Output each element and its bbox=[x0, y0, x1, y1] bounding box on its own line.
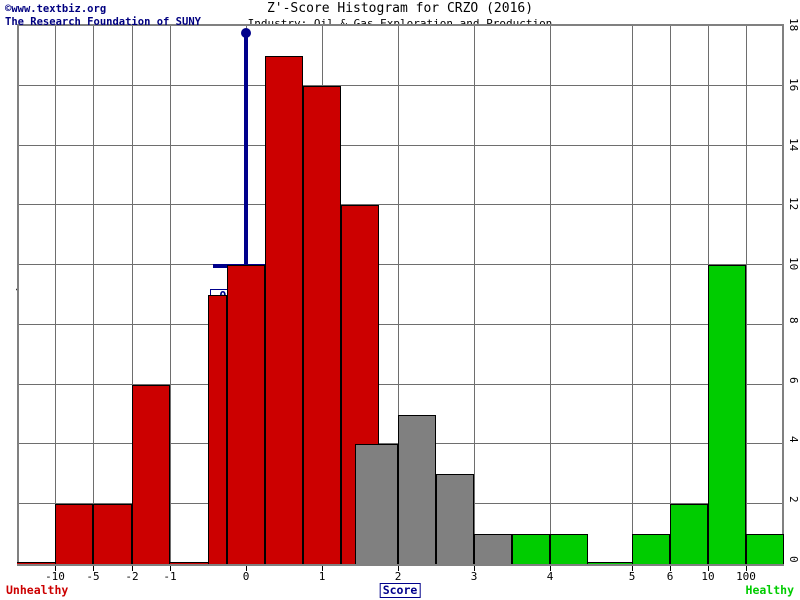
x-axis-tick bbox=[746, 566, 747, 571]
x-axis-tick bbox=[398, 566, 399, 571]
gridline-vertical bbox=[474, 26, 475, 564]
x-axis-tick-label: -2 bbox=[125, 570, 139, 583]
gridline-vertical bbox=[746, 26, 747, 564]
y-axis-tick-label: 4 bbox=[787, 436, 800, 444]
histogram-bar bbox=[632, 534, 670, 564]
x-axis-tick-label: -1 bbox=[163, 570, 177, 583]
gridline-horizontal bbox=[19, 323, 782, 325]
x-axis-tick bbox=[170, 566, 171, 571]
y-axis-tick-label: 8 bbox=[787, 316, 800, 324]
y-axis-tick-label: 12 bbox=[787, 197, 800, 211]
x-axis-tick bbox=[55, 566, 56, 571]
x-axis-tick bbox=[246, 566, 247, 571]
x-axis-tick-label: 0 bbox=[242, 570, 250, 583]
x-axis-tick bbox=[708, 566, 709, 571]
footer-healthy-label: Healthy bbox=[745, 583, 794, 597]
histogram-bar bbox=[132, 384, 170, 564]
histogram-bar bbox=[170, 562, 208, 564]
y-axis-tick-label: 16 bbox=[787, 77, 800, 92]
x-axis-tick bbox=[93, 566, 94, 571]
x-axis-tick-label: 3 bbox=[470, 570, 478, 583]
gridline-vertical bbox=[398, 26, 399, 564]
x-axis-tick bbox=[550, 566, 551, 571]
plot-inner: -0.1545 bbox=[17, 26, 784, 564]
watermark-line-1: ©www.textbiz.org bbox=[5, 3, 107, 15]
footer-unhealthy-label: Unhealthy bbox=[6, 583, 69, 597]
y-axis-tick-label: 14 bbox=[787, 137, 800, 151]
x-axis-tick-label: -10 bbox=[45, 570, 65, 583]
x-axis-tick bbox=[474, 566, 475, 571]
histogram-bar bbox=[355, 444, 398, 564]
histogram-bar bbox=[512, 534, 550, 564]
x-axis-tick bbox=[632, 566, 633, 571]
gridline-vertical bbox=[170, 26, 171, 564]
gridline-vertical bbox=[55, 26, 56, 564]
histogram-bar bbox=[670, 504, 708, 564]
histogram-bar bbox=[746, 534, 784, 564]
footer-score-label: Score bbox=[379, 583, 421, 598]
x-axis-tick-label: 6 bbox=[666, 570, 674, 583]
histogram-bar bbox=[55, 504, 93, 564]
x-axis-tick-label: -5 bbox=[86, 570, 100, 583]
gridline-horizontal bbox=[19, 144, 782, 146]
histogram-bar bbox=[436, 474, 474, 564]
y-axis-tick-label: 0 bbox=[787, 556, 800, 563]
y-axis-tick-label: 6 bbox=[787, 376, 800, 384]
histogram-bar bbox=[474, 534, 512, 564]
histogram-bar bbox=[265, 55, 303, 564]
gridline-horizontal bbox=[19, 264, 782, 266]
gridline-horizontal bbox=[19, 383, 782, 385]
y-axis-tick-label: 10 bbox=[787, 257, 800, 271]
x-axis-tick-label: 2 bbox=[394, 570, 402, 583]
gridline-vertical bbox=[670, 26, 671, 564]
y-axis-tick-label: 2 bbox=[787, 496, 800, 503]
x-axis-tick-label: 4 bbox=[546, 570, 554, 583]
histogram-bar bbox=[93, 504, 132, 564]
histogram-bar bbox=[208, 295, 227, 564]
x-axis-tick bbox=[322, 566, 323, 571]
histogram-bar bbox=[303, 85, 341, 564]
chart-title: Z'-Score Histogram for CRZO (2016) bbox=[266, 1, 534, 16]
x-axis-tick bbox=[670, 566, 671, 571]
histogram-bar bbox=[588, 562, 632, 564]
gridline-vertical bbox=[132, 26, 133, 564]
x-axis-tick-label: 1 bbox=[318, 570, 326, 583]
gridline-vertical bbox=[93, 26, 94, 564]
x-axis-tick bbox=[132, 566, 133, 571]
histogram-bar bbox=[708, 265, 746, 564]
plot-area: -0.1545 bbox=[17, 24, 784, 566]
watermark-line-2: The Research Foundation of SUNY bbox=[5, 16, 201, 28]
gridline-vertical bbox=[550, 26, 551, 564]
marker-top-dot-icon bbox=[241, 28, 251, 38]
histogram-bar bbox=[227, 265, 265, 564]
x-axis-tick-label: 100 bbox=[736, 570, 756, 583]
y-axis-tick-label: 18 bbox=[787, 18, 800, 32]
x-axis-tick-label: 10 bbox=[701, 570, 715, 583]
histogram-bar bbox=[550, 534, 588, 564]
gridline-horizontal bbox=[19, 84, 782, 86]
gridline-horizontal bbox=[19, 204, 782, 206]
x-axis-tick-label: 5 bbox=[628, 570, 636, 583]
histogram-bar bbox=[17, 562, 55, 564]
gridline-vertical bbox=[632, 26, 633, 564]
histogram-bar bbox=[398, 414, 436, 564]
